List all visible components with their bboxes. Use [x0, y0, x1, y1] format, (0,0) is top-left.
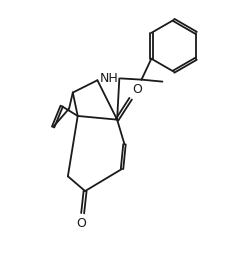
Text: NH: NH [99, 72, 118, 85]
Text: O: O [133, 83, 142, 96]
Text: O: O [76, 217, 86, 230]
